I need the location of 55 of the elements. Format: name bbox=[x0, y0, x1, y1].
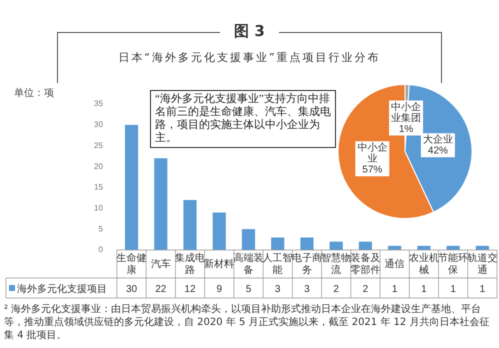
x-tick-label: 通信 bbox=[384, 258, 405, 270]
y-tick-label: 0 bbox=[98, 245, 104, 254]
data-label: 1 bbox=[480, 284, 486, 295]
x-tick-label: 新材料 bbox=[204, 258, 234, 270]
bar bbox=[242, 229, 256, 250]
data-label: 57% bbox=[362, 164, 382, 176]
data-label: 2 bbox=[333, 284, 340, 295]
data-label: 30 bbox=[126, 284, 138, 295]
data-label: 1 bbox=[421, 284, 428, 295]
x-tick-label: 人工智能 bbox=[262, 252, 293, 276]
data-label: 9 bbox=[216, 284, 222, 295]
x-tick-label: 节能环保 bbox=[438, 252, 468, 276]
y-axis-title: 单位：项 bbox=[14, 86, 54, 99]
x-tick-label: 轨道交通 bbox=[467, 252, 498, 276]
slice-label: 大企业 bbox=[422, 133, 453, 146]
y-tick-label: 5 bbox=[98, 224, 104, 234]
x-tick-label: 高端装备 bbox=[233, 252, 264, 276]
data-label: 1 bbox=[450, 284, 456, 295]
bar bbox=[183, 200, 197, 250]
x-tick-label: 装备及零部件 bbox=[350, 252, 380, 276]
y-tick-label: 10 bbox=[94, 203, 104, 212]
text: ² 海外多元化支援事业：由日本贸易振兴机构牵头，以项目补助形式推动日本企业在海外建设生产基地、平台等，推动重点领域供应链的多元化建设，自 2020 年 5 月正式实施以来，截至 2021 年 12 月共向日本社会征集 4 批项目。 bbox=[4, 303, 490, 342]
slice-label: 中小企业集团 bbox=[391, 100, 422, 124]
y-tick-label: 35 bbox=[94, 99, 104, 108]
y-tick-label: 25 bbox=[94, 140, 104, 150]
data-label: 3 bbox=[274, 284, 281, 295]
annotation: “海外多元化支援事业”支持方向中排名前三的是生命健康、汽车、集成电路，项目的实施主体以中小企业为主。 bbox=[150, 90, 336, 148]
data-label: 22 bbox=[155, 284, 167, 295]
y-tick-label: 15 bbox=[94, 182, 104, 192]
data-label: 1% bbox=[398, 124, 414, 135]
x-tick-label: 生命健康 bbox=[116, 252, 147, 276]
chart-subtitle: 日本“海外多元化支援事业”重点项目行业分布 bbox=[117, 50, 382, 65]
x-tick-label: 农业机械 bbox=[408, 252, 439, 276]
bar bbox=[124, 124, 138, 250]
bar bbox=[358, 242, 372, 250]
y-tick-label: 30 bbox=[94, 120, 104, 130]
data-label: 42% bbox=[428, 145, 448, 156]
data-label: 3 bbox=[304, 284, 310, 295]
slice-label: 中小企业 bbox=[357, 142, 388, 165]
x-tick-label: 智慧物流 bbox=[321, 252, 352, 276]
bar bbox=[271, 237, 284, 250]
data-label: 1 bbox=[392, 284, 398, 295]
bar bbox=[154, 158, 168, 250]
chart-title: 图 3 bbox=[220, 22, 279, 40]
x-tick-label: 电子商务 bbox=[292, 252, 322, 276]
legend-label: 海外多元化支援项目 bbox=[17, 282, 107, 295]
bar bbox=[330, 242, 343, 250]
bar bbox=[212, 212, 226, 250]
x-tick-label: 汽车 bbox=[150, 258, 171, 270]
data-label: 12 bbox=[184, 284, 196, 295]
data-label: 5 bbox=[246, 284, 252, 295]
y-tick-label: 20 bbox=[94, 162, 104, 171]
data-label: 2 bbox=[362, 284, 369, 295]
bar bbox=[300, 237, 314, 250]
x-tick-label: 集成电路 bbox=[174, 252, 205, 276]
